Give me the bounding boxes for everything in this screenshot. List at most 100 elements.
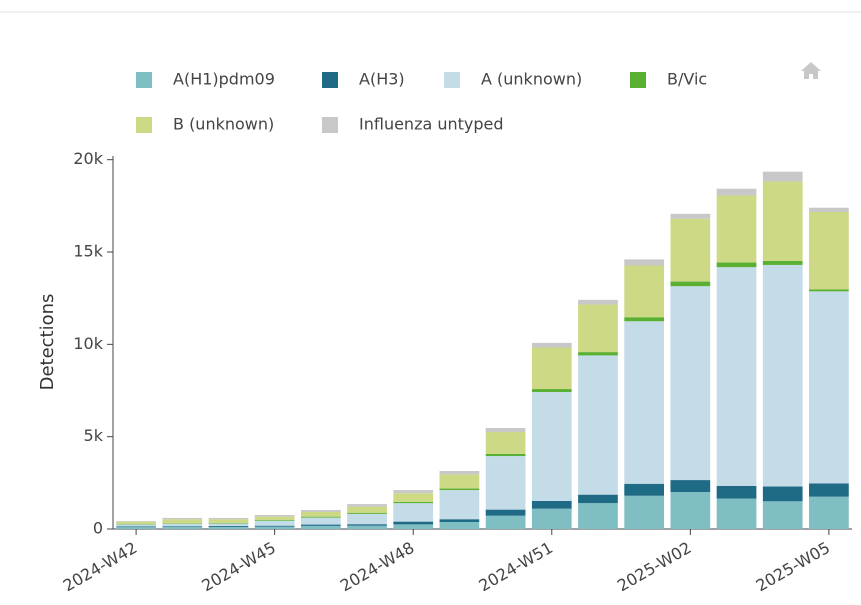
- bar-segment: [347, 524, 387, 526]
- bar-segment: [485, 515, 526, 529]
- x-tick-label: 2024-W42: [60, 538, 141, 595]
- bar-segment: [393, 490, 434, 494]
- bar-segment: [809, 207, 849, 212]
- bar-segment: [670, 213, 711, 219]
- bar-segment: [716, 267, 757, 486]
- y-tick-label: 5k: [84, 426, 104, 445]
- bar-segment: [762, 260, 803, 265]
- bar-segment: [254, 516, 295, 520]
- bar-segment: [670, 286, 711, 481]
- bar-segment: [624, 321, 665, 484]
- bar-segment: [439, 488, 480, 491]
- bar-segment: [809, 483, 849, 497]
- bar-segment: [531, 347, 572, 390]
- bar-segment: [254, 514, 295, 517]
- y-tick-label: 20k: [73, 149, 103, 168]
- bar-segment: [716, 498, 757, 529]
- legend-label: Influenza untyped: [359, 115, 504, 134]
- bar-segment: [762, 181, 803, 261]
- bar-segment: [578, 355, 618, 495]
- bar-segment: [254, 519, 295, 521]
- bar-segment: [809, 496, 849, 529]
- legend-swatch: [322, 72, 338, 88]
- bar-segment: [116, 524, 156, 527]
- bar-segment: [762, 501, 803, 529]
- bar-segment: [531, 500, 572, 509]
- bar-segment: [485, 509, 526, 516]
- legend-swatch: [322, 117, 338, 133]
- bar-segment: [300, 509, 341, 513]
- bar-segment: [393, 493, 434, 502]
- legend-label: A (unknown): [481, 70, 582, 89]
- bar-segment: [116, 527, 156, 529]
- x-tick-label: 2024-W48: [337, 538, 418, 595]
- y-tick-label: 0: [93, 519, 103, 538]
- bar-segment: [809, 211, 849, 290]
- legend-label: B (unknown): [173, 115, 274, 134]
- y-axis-title: Detections: [37, 294, 58, 391]
- bar-segment: [208, 517, 249, 520]
- bar-segment: [531, 342, 572, 348]
- bar-segment: [485, 427, 526, 433]
- bar-segment: [716, 195, 757, 263]
- legend-label: A(H1)pdm09: [173, 70, 275, 89]
- x-tick-label: 2024-W51: [475, 538, 556, 595]
- bar-segment: [485, 453, 526, 457]
- home-icon[interactable]: [801, 62, 821, 79]
- home-shape: [801, 62, 821, 79]
- bar-segment: [208, 523, 249, 527]
- legend-swatch: [136, 72, 152, 88]
- bar-segment: [762, 264, 803, 487]
- bar-segment: [300, 516, 341, 518]
- bar-segment: [300, 525, 341, 529]
- bar-segment: [439, 471, 480, 475]
- y-tick-label: 10k: [73, 334, 103, 353]
- bar-segment: [624, 265, 665, 318]
- bar-segment: [116, 526, 156, 528]
- bar-segment: [670, 218, 711, 282]
- bar-segment: [162, 523, 203, 524]
- bar-segment: [670, 480, 711, 493]
- bar-segment: [716, 188, 757, 196]
- bar-segment: [254, 520, 295, 526]
- bar-segment: [624, 317, 665, 322]
- bar-segment: [439, 521, 480, 529]
- bar-segment: [716, 262, 757, 268]
- bar-segment: [531, 508, 572, 529]
- bar-segment: [531, 391, 572, 501]
- x-tick-label: 2025-W02: [614, 538, 695, 595]
- bar-segment: [393, 524, 434, 529]
- bar-segment: [485, 432, 526, 454]
- bar-segment: [162, 526, 203, 529]
- bar-segment: [300, 517, 341, 525]
- bar-segment: [809, 289, 849, 292]
- bar-segment: [578, 352, 618, 356]
- bar-segment: [624, 259, 665, 266]
- bar-segment: [208, 526, 249, 529]
- bar-segment: [347, 525, 387, 529]
- bar-segment: [531, 389, 572, 392]
- bar-segment: [300, 524, 341, 526]
- bar-segment: [624, 483, 665, 496]
- bar-segment: [347, 504, 387, 507]
- bar-segment: [208, 522, 249, 524]
- bar-segment: [162, 517, 203, 520]
- bar-segment: [670, 281, 711, 287]
- bar-segment: [347, 512, 387, 514]
- bar-segment: [624, 495, 665, 529]
- y-tick-label: 15k: [73, 242, 103, 261]
- bar-segment: [162, 519, 203, 524]
- bar-segment: [347, 513, 387, 525]
- bar-segment: [162, 526, 203, 527]
- bar-segment: [762, 171, 803, 182]
- bar-segment: [347, 506, 387, 513]
- bar-segment: [393, 501, 434, 504]
- bar-segment: [485, 456, 526, 510]
- bar-segment: [208, 519, 249, 523]
- bar-segment: [162, 523, 203, 527]
- bar-segment: [393, 521, 434, 525]
- bar-segment: [254, 525, 295, 527]
- legend-swatch: [136, 117, 152, 133]
- legend-swatch: [444, 72, 460, 88]
